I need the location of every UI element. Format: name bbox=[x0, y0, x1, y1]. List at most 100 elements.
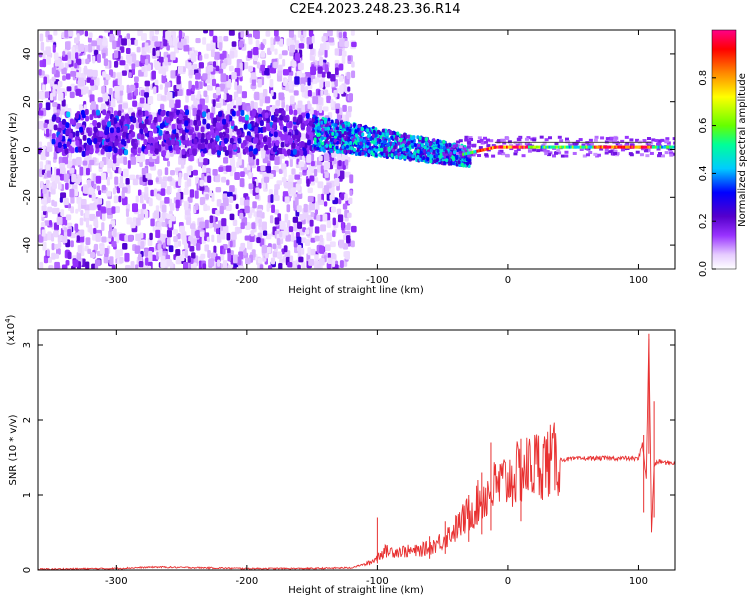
heatmap-cell bbox=[399, 144, 403, 149]
heatmap-cell bbox=[281, 163, 286, 170]
heatmap-cell bbox=[578, 138, 583, 142]
heatmap-cell bbox=[247, 50, 253, 59]
heatmap-cell bbox=[441, 151, 445, 156]
heatmap-cell bbox=[274, 209, 280, 215]
heatmap-cell bbox=[329, 137, 333, 142]
heatmap-cell bbox=[47, 34, 53, 40]
heatmap-cell bbox=[236, 110, 241, 117]
heatmap-cell bbox=[445, 143, 449, 148]
heatmap-cell bbox=[407, 140, 411, 145]
heatmap-cell bbox=[165, 144, 170, 151]
heatmap-cell bbox=[70, 195, 75, 204]
heatmap-cell bbox=[138, 117, 143, 124]
heatmap-cell bbox=[87, 69, 93, 77]
heatmap-cell bbox=[218, 68, 224, 74]
heatmap-cell bbox=[391, 141, 395, 146]
heatmap-cell bbox=[158, 129, 163, 136]
heatmap-cell bbox=[122, 168, 129, 178]
heatmap-cell bbox=[65, 260, 70, 266]
heatmap-cell bbox=[66, 141, 71, 148]
heatmap-cell bbox=[116, 72, 123, 78]
heatmap-cell bbox=[310, 237, 316, 243]
heatmap-cell bbox=[61, 118, 66, 125]
heatmap-cell bbox=[322, 106, 329, 112]
heatmap-cell bbox=[97, 54, 101, 63]
heatmap-cell bbox=[338, 140, 342, 145]
heatmap-cell bbox=[170, 70, 177, 79]
heatmap-cell bbox=[300, 34, 304, 42]
heatmap-cell bbox=[259, 264, 264, 269]
heatmap-cell bbox=[267, 142, 272, 149]
heatmap-cell bbox=[52, 84, 58, 90]
heatmap-cell bbox=[140, 213, 144, 220]
heatmap-cell bbox=[76, 235, 80, 242]
heatmap-cell bbox=[303, 30, 307, 38]
heatmap-cell bbox=[130, 131, 135, 138]
heatmap-cell bbox=[186, 217, 192, 226]
heatmap-cell bbox=[282, 191, 289, 198]
heatmap-cell bbox=[211, 192, 215, 202]
heatmap-cell bbox=[350, 146, 354, 151]
heatmap-cell bbox=[660, 154, 665, 158]
heatmap-cell bbox=[226, 79, 232, 88]
heatmap-cell bbox=[89, 94, 95, 103]
heatmap-cell bbox=[255, 187, 260, 193]
heatmap-cell bbox=[212, 99, 216, 107]
heatmap-cell bbox=[432, 149, 436, 154]
heatmap-cell bbox=[428, 156, 432, 161]
heatmap-cell bbox=[378, 138, 382, 143]
heatmap-cell bbox=[225, 115, 230, 122]
heatmap-cell bbox=[334, 178, 340, 187]
heatmap-cell bbox=[48, 122, 54, 130]
heatmap-cell bbox=[361, 132, 365, 137]
heatmap-cell bbox=[347, 121, 351, 126]
heatmap-cell bbox=[352, 147, 356, 152]
heatmap-cell bbox=[477, 140, 482, 144]
heatmap-cell bbox=[345, 144, 349, 149]
heatmap-cell bbox=[114, 206, 120, 213]
heatmap-cell bbox=[56, 168, 61, 178]
heatmap-cell bbox=[189, 69, 195, 76]
heatmap-cell bbox=[556, 149, 561, 153]
heatmap-cell bbox=[239, 178, 245, 188]
heatmap-cell bbox=[542, 141, 547, 145]
heatmap-cell bbox=[238, 265, 245, 269]
heatmap-cell bbox=[77, 202, 82, 212]
heatmap-cell bbox=[364, 147, 368, 152]
heatmap-cell bbox=[339, 85, 344, 95]
heatmap-cell bbox=[347, 55, 351, 61]
heatmap-cell bbox=[428, 142, 432, 147]
heatmap-cell bbox=[301, 247, 305, 255]
heatmap-cell bbox=[46, 128, 50, 138]
heatmap-cell bbox=[100, 103, 107, 112]
heatmap-cell bbox=[89, 203, 95, 211]
heatmap-cell bbox=[338, 160, 342, 167]
heatmap-cell bbox=[274, 35, 280, 42]
heatmap-cell bbox=[341, 55, 346, 64]
heatmap-cell bbox=[113, 50, 119, 59]
heatmap-cell bbox=[460, 162, 464, 167]
heatmap-cell bbox=[281, 50, 288, 56]
heatmap-cell bbox=[88, 32, 93, 38]
heatmap-cell bbox=[44, 91, 50, 99]
heatmap-cell bbox=[60, 209, 65, 217]
heatmap-cell bbox=[119, 90, 124, 96]
heatmap-cell bbox=[119, 85, 125, 91]
heatmap-cell bbox=[481, 148, 484, 152]
heatmap-cell bbox=[81, 112, 86, 119]
heatmap-cell bbox=[485, 147, 488, 151]
heatmap-cell bbox=[119, 233, 123, 241]
heatmap-cell bbox=[41, 229, 46, 237]
heatmap-cell bbox=[288, 66, 292, 73]
heatmap-cell bbox=[660, 138, 665, 142]
heatmap-cell bbox=[160, 42, 164, 49]
heatmap-cell bbox=[99, 161, 104, 168]
heatmap-cell bbox=[257, 78, 262, 88]
heatmap-cell bbox=[411, 154, 415, 159]
heatmap-cell bbox=[458, 139, 463, 143]
heatmap-cell bbox=[300, 141, 305, 148]
heatmap-cell bbox=[300, 77, 306, 86]
heatmap-cell bbox=[111, 241, 117, 247]
heatmap-cell bbox=[219, 53, 225, 60]
spectrogram-marks bbox=[38, 30, 675, 269]
